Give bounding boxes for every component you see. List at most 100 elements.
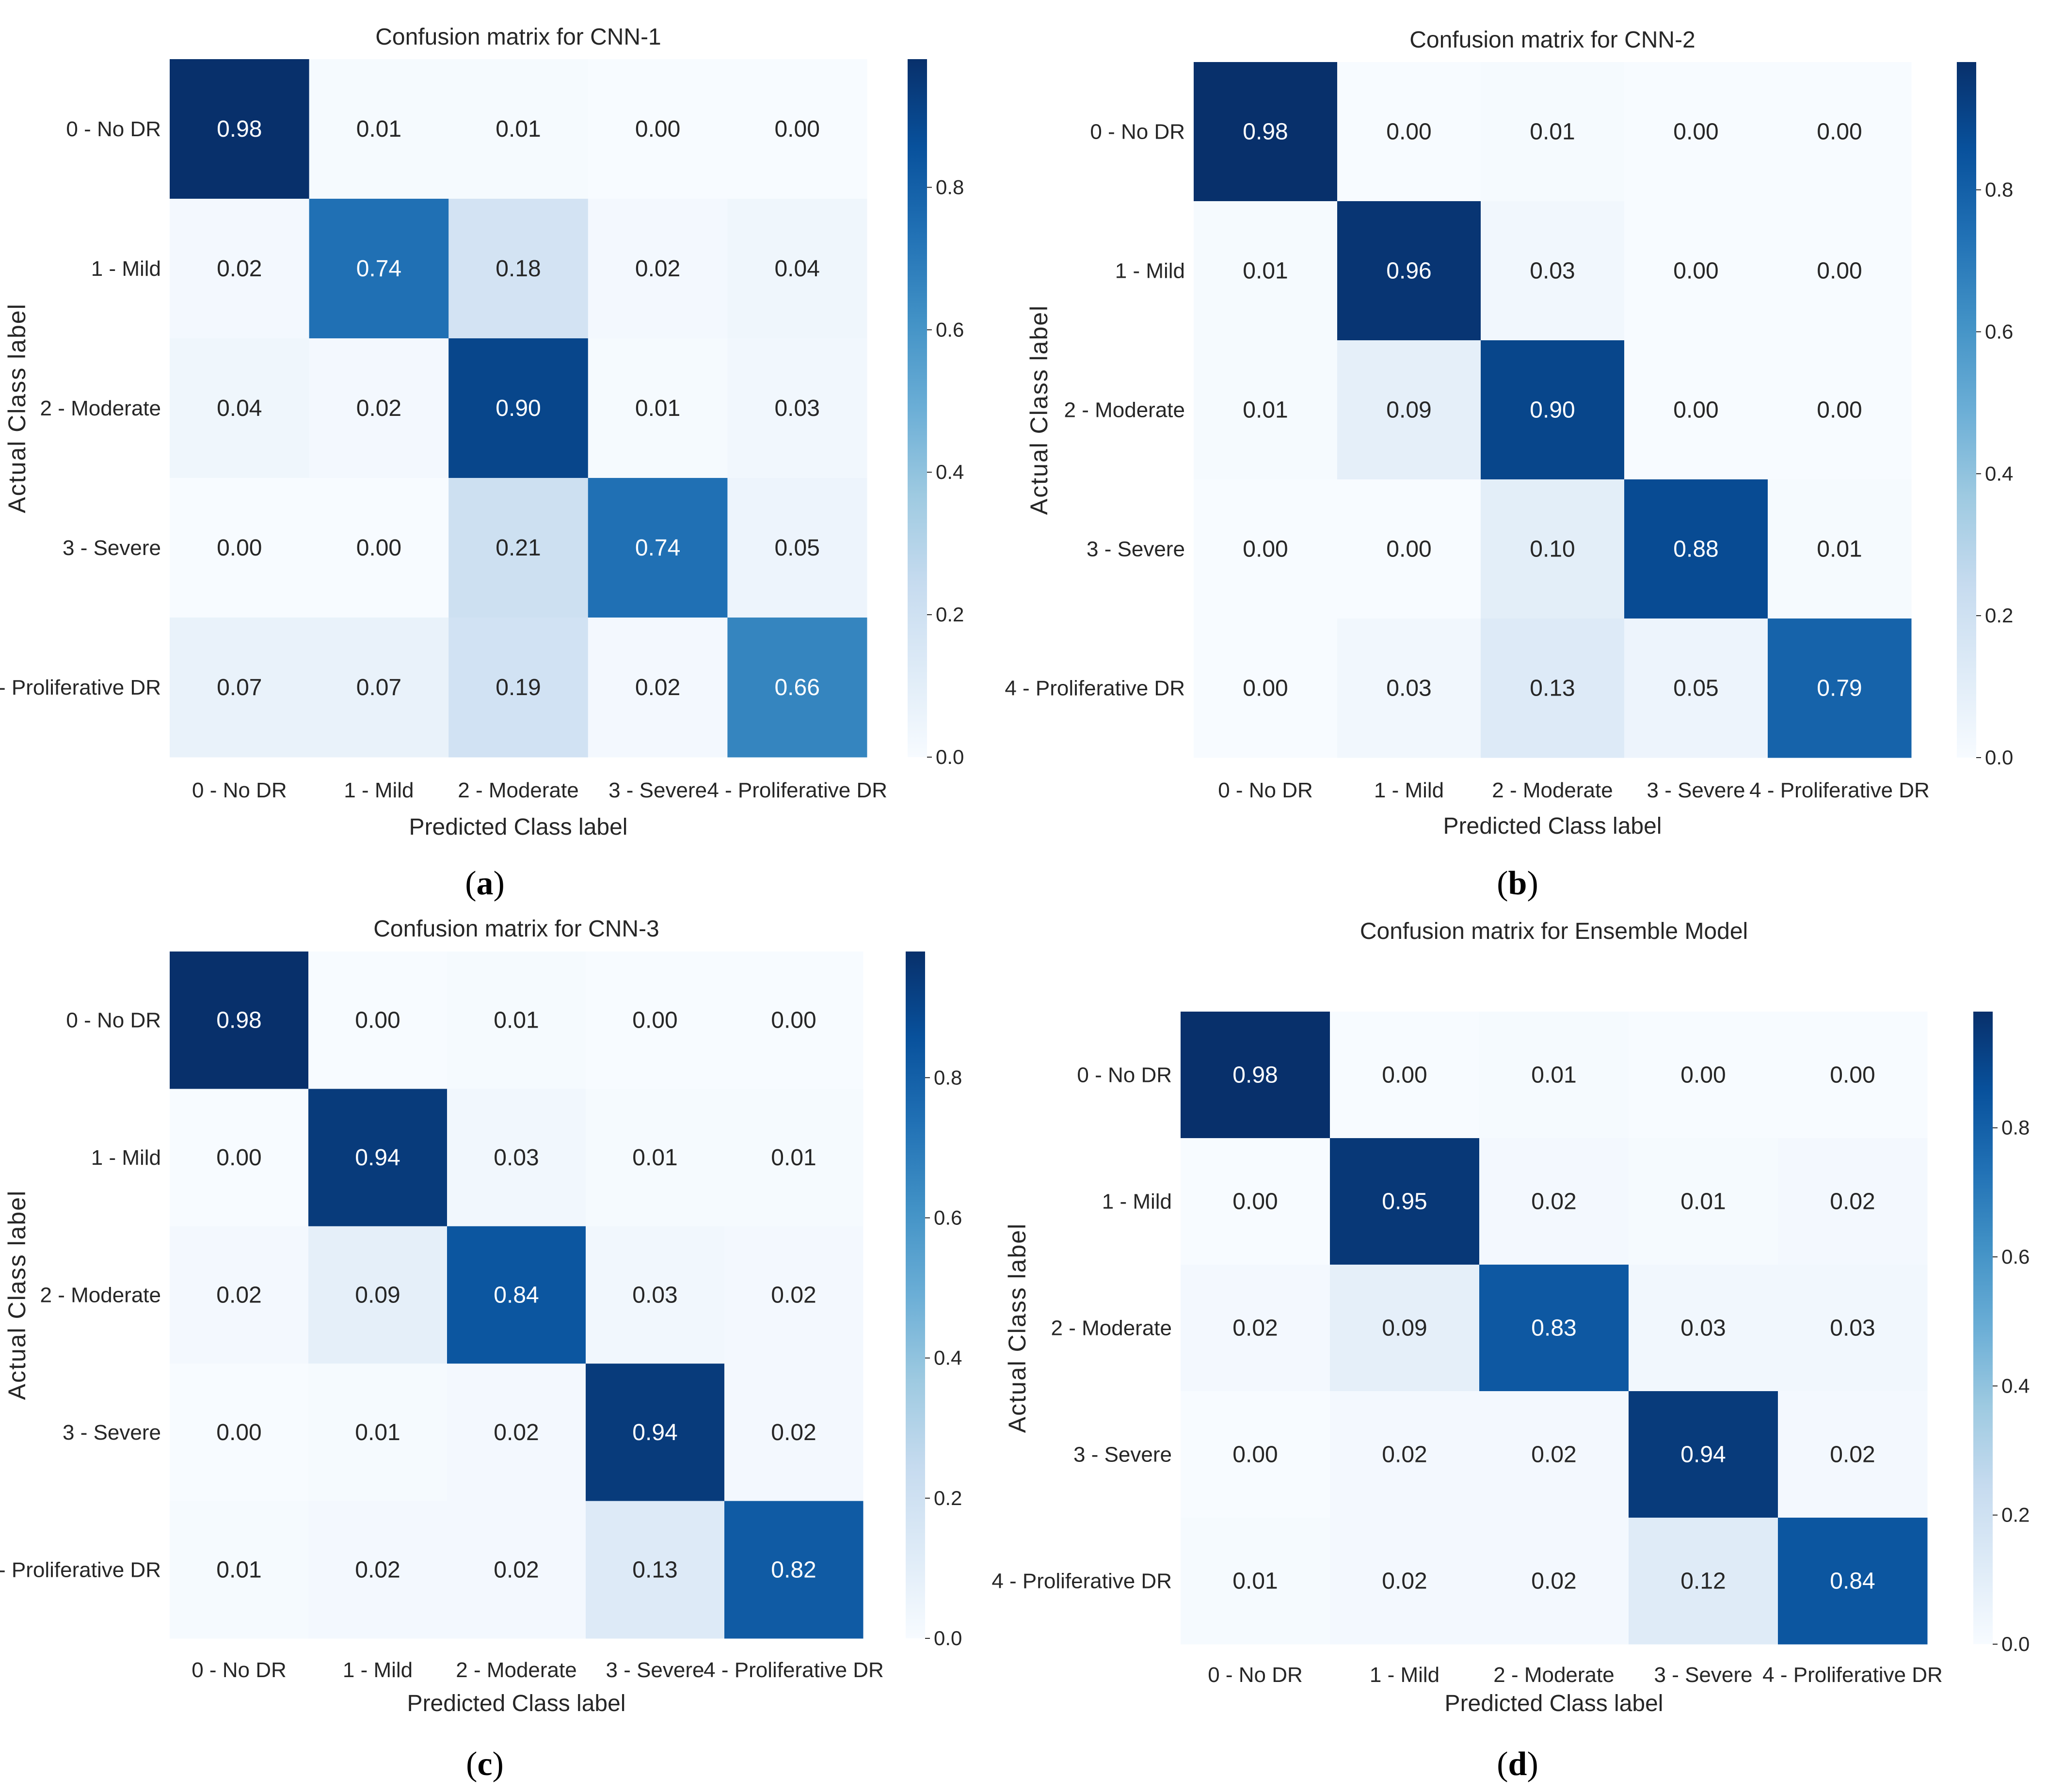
y-tick-label: 4 - Proliferative DR	[1005, 677, 1185, 700]
x-tick-label: 2 - Moderate	[1493, 1663, 1614, 1687]
chart-title: Confusion matrix for CNN-3	[373, 916, 659, 942]
heatmap-cell	[588, 618, 728, 758]
heatmap-cell	[586, 952, 725, 1089]
y-tick-label: 2 - Moderate	[40, 396, 161, 420]
y-tick-label: 3 - Severe	[63, 536, 161, 560]
caption-letter: c	[477, 1745, 492, 1783]
colorbar-tick-label: 0.6	[1985, 320, 2013, 343]
cell-value-label: 0.18	[496, 256, 541, 282]
caption-close-paren: )	[1527, 1745, 1538, 1783]
heatmap-cell	[447, 952, 586, 1089]
cell-value-label: 0.01	[1232, 1569, 1278, 1594]
cell-value-label: 0.00	[1386, 537, 1431, 562]
cell-value-label: 0.94	[632, 1420, 677, 1445]
heatmap-cell	[170, 338, 310, 478]
y-tick-label: 2 - Moderate	[1064, 398, 1185, 422]
y-tick-label: 4 - Proliferative DR	[992, 1570, 1172, 1593]
y-tick-label: 0 - No DR	[1090, 120, 1185, 144]
x-tick-label: 1 - Mild	[1370, 1663, 1439, 1687]
colorbar-tick-label: 0.8	[934, 1066, 962, 1089]
cell-value-label: 0.02	[217, 256, 262, 282]
heatmap-cell	[1768, 618, 1912, 758]
x-tick-label: 2 - Moderate	[456, 1658, 576, 1682]
heatmap-cell	[1194, 62, 1338, 202]
colorbar-tick-label: 0.0	[2001, 1633, 2030, 1655]
heatmap-cell	[1330, 1265, 1480, 1392]
cell-value-label: 0.04	[217, 396, 262, 421]
heatmap-cells: 0.98 0.01 0.01 0.00 0.00 0.02 0.74 0.18 0.02 0.04…	[170, 59, 867, 758]
cell-value-label: 0.02	[771, 1283, 816, 1308]
heatmap-cell	[588, 338, 728, 478]
cell-value-label: 0.09	[1386, 397, 1431, 423]
chart-title: Confusion matrix for CNN-1	[375, 24, 661, 50]
y-tick-label: 3 - Severe	[63, 1421, 161, 1444]
cell-value-label: 0.00	[1243, 676, 1288, 701]
heatmap-cells: 0.98 0.00 0.01 0.00 0.00 0.00 0.94 0.03 0.01 0.01…	[170, 952, 864, 1639]
heatmap-cell	[309, 478, 449, 618]
heatmap-cell	[309, 59, 449, 199]
cell-value-label: 0.21	[496, 535, 541, 561]
caption-letter: d	[1508, 1745, 1527, 1783]
colorbar-tick-label: 0.2	[1985, 604, 2013, 627]
cell-value-label: 0.95	[1382, 1189, 1427, 1215]
cell-value-label: 0.03	[1530, 258, 1575, 284]
cell-value-label: 0.02	[494, 1420, 539, 1445]
heatmap-cell	[586, 1089, 725, 1227]
caption-close-paren: )	[1527, 865, 1538, 902]
colorbar-tick-label: 0.0	[936, 745, 964, 768]
heatmap-cell	[724, 1364, 864, 1502]
cell-value-label: 0.74	[356, 256, 401, 282]
cell-value-label: 0.00	[356, 535, 401, 561]
heatmap-cell	[448, 478, 589, 618]
colorbar-tick-label: 0.4	[1985, 462, 2013, 485]
heatmap-cell	[1194, 479, 1338, 619]
caption-close-paren: )	[493, 1745, 504, 1783]
cell-value-label: 0.09	[1382, 1316, 1427, 1341]
cell-value-label: 0.00	[1673, 397, 1718, 423]
cell-value-label: 0.07	[217, 675, 262, 700]
heatmap-cell	[308, 1364, 448, 1502]
x-tick-label: 0 - No DR	[192, 1658, 287, 1682]
x-tick-label: 3 - Severe	[606, 1658, 704, 1682]
heatmap-cells: 0.98 0.00 0.01 0.00 0.00 0.00 0.95 0.02 0.01 0.02…	[1181, 1012, 1928, 1645]
heatmap-cell	[448, 199, 589, 339]
cell-value-label: 0.66	[774, 675, 819, 700]
x-tick-label: 2 - Moderate	[458, 778, 578, 802]
x-axis-label: Predicted Class label	[1443, 813, 1662, 839]
heatmap-cell	[1337, 340, 1481, 480]
x-axis-label: Predicted Class label	[409, 814, 628, 840]
x-tick-label: 1 - Mild	[343, 1658, 413, 1682]
heatmap-cell	[309, 199, 449, 339]
heatmap-cell	[308, 1501, 448, 1639]
heatmap-cell	[1194, 618, 1338, 758]
cell-value-label: 0.02	[771, 1420, 816, 1445]
cell-value-label: 0.90	[496, 396, 541, 421]
heatmap-cell	[1778, 1265, 1928, 1392]
heatmap-cell	[586, 1501, 725, 1639]
heatmap-cell	[588, 199, 728, 339]
cell-value-label: 0.00	[1817, 119, 1862, 145]
heatmap-cell	[309, 618, 449, 758]
heatmap-cell	[1624, 201, 1768, 341]
cell-value-label: 0.03	[632, 1283, 677, 1308]
cell-value-label: 0.12	[1680, 1569, 1726, 1594]
cell-value-label: 0.01	[1243, 397, 1288, 423]
cell-value-label: 0.00	[771, 1008, 816, 1033]
panel-caption: (c)	[466, 1745, 504, 1783]
heatmap-cell	[1479, 1138, 1629, 1265]
heatmap-cell	[586, 1226, 725, 1364]
y-tick-label: 1 - Mild	[91, 1146, 161, 1170]
heatmap-cell	[1629, 1012, 1778, 1139]
heatmap-cell	[1479, 1518, 1629, 1645]
heatmap-cell	[1629, 1138, 1778, 1265]
heatmap-cell	[447, 1364, 586, 1502]
y-tick-label: 2 - Moderate	[40, 1284, 161, 1307]
cell-value-label: 0.02	[356, 396, 401, 421]
heatmap-cell	[588, 59, 728, 199]
cell-value-label: 0.00	[1232, 1189, 1278, 1215]
cell-value-label: 0.09	[355, 1283, 400, 1308]
caption-letter: a	[477, 865, 494, 902]
heatmap-cell	[1768, 479, 1912, 619]
cell-value-label: 0.96	[1386, 258, 1431, 284]
cell-value-label: 0.98	[217, 116, 262, 142]
